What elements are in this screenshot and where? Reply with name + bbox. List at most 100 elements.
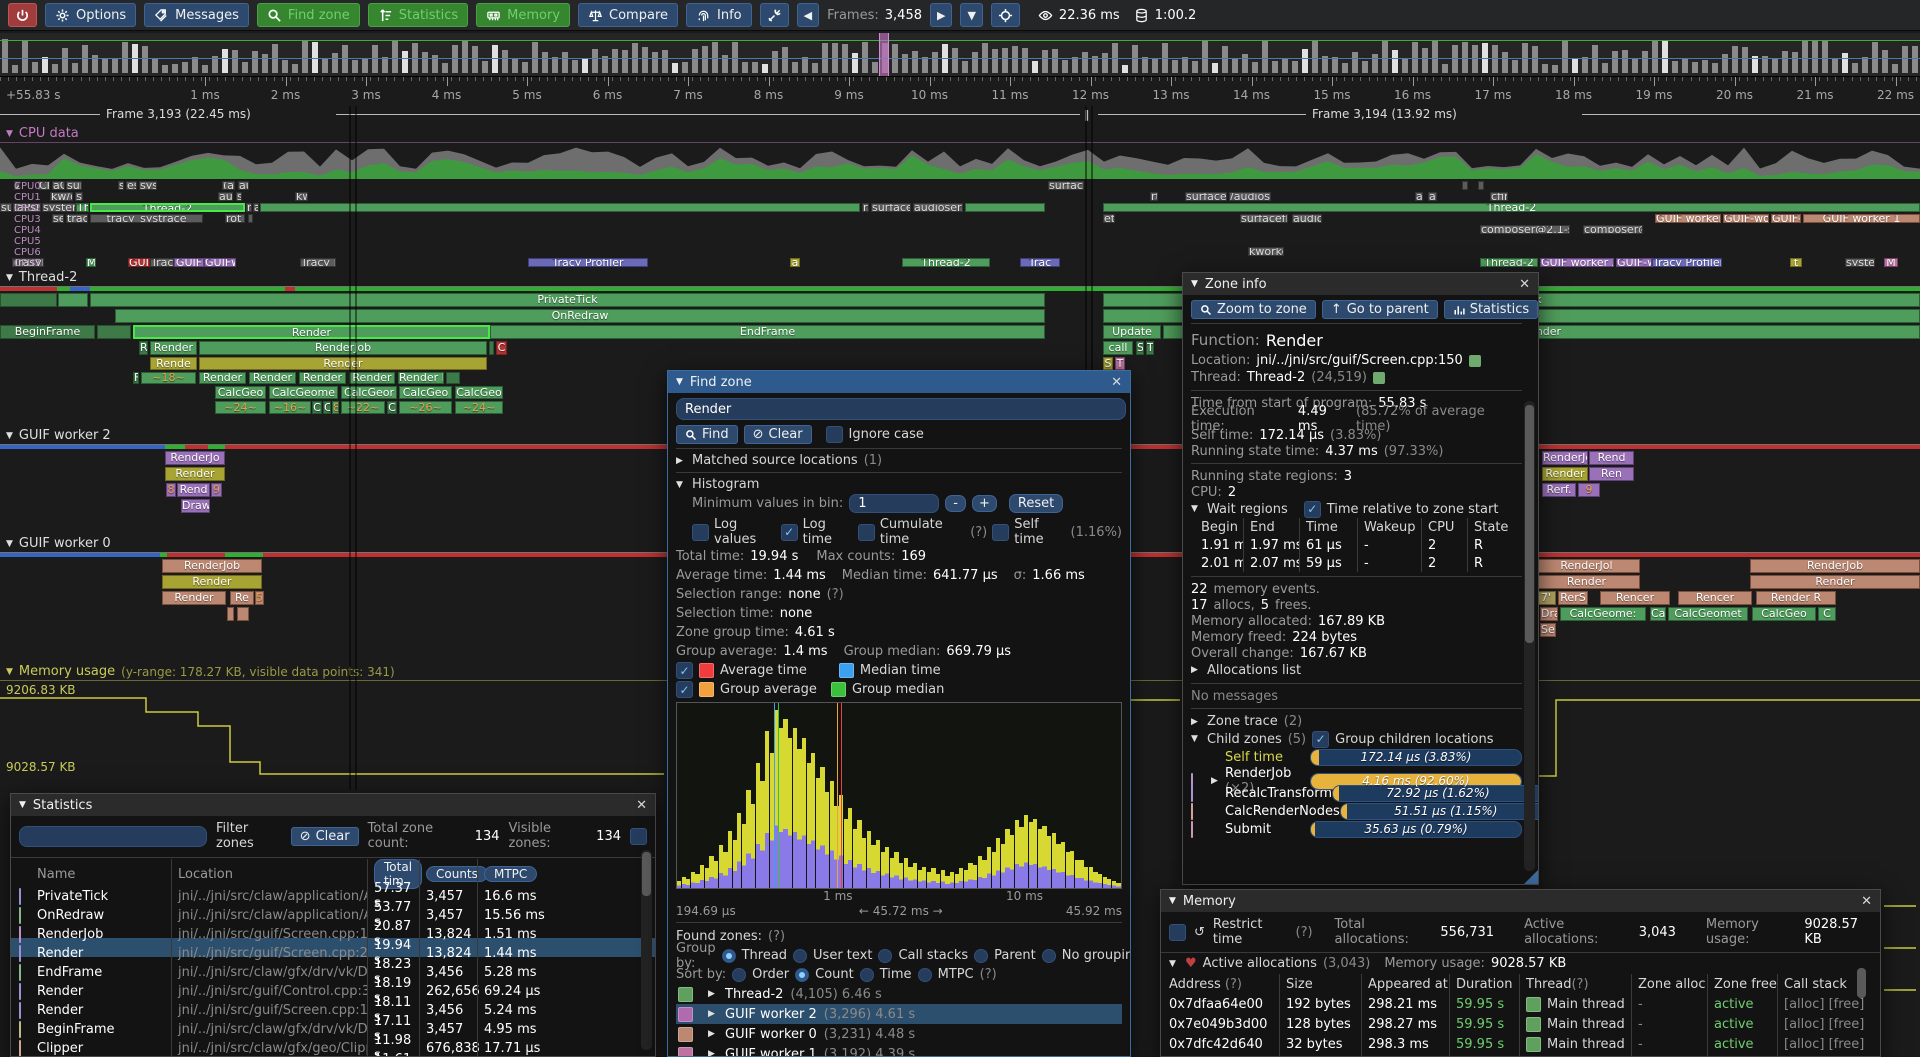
frame-bar[interactable] bbox=[262, 53, 268, 73]
zone-bar[interactable]: au bbox=[238, 181, 249, 190]
go-to-parent-button[interactable]: ↑ Go to parent bbox=[1321, 300, 1438, 319]
mem-col-duration[interactable]: Duration bbox=[1449, 974, 1519, 994]
zone-bar[interactable]: GUIF-w bbox=[1771, 214, 1801, 223]
zone-bar[interactable]: Thread-2 bbox=[1103, 203, 1920, 212]
zone-statistics-button[interactable]: Statistics bbox=[1443, 300, 1538, 319]
frame-bar[interactable] bbox=[1452, 45, 1458, 73]
zone-bar[interactable]: aGe bbox=[52, 181, 65, 190]
frame-bar[interactable] bbox=[292, 63, 298, 73]
zone-bar[interactable]: audio bbox=[1292, 214, 1322, 223]
frame-bar[interactable] bbox=[782, 46, 788, 73]
frame-overview-strip[interactable] bbox=[0, 33, 1920, 77]
frame-bar[interactable] bbox=[1072, 56, 1078, 73]
frame-bar[interactable] bbox=[332, 52, 338, 73]
frame-bar[interactable] bbox=[1282, 58, 1288, 73]
zone-bar[interactable]: CalcGeome: bbox=[1560, 607, 1646, 621]
frame-bar[interactable] bbox=[772, 51, 778, 73]
zone-bar[interactable] bbox=[237, 607, 249, 621]
zone-bar[interactable]: Render bbox=[1533, 575, 1640, 589]
frame-bar[interactable] bbox=[532, 42, 538, 73]
zone-bar[interactable]: rt bbox=[862, 203, 869, 212]
frame-bar[interactable] bbox=[1172, 59, 1178, 73]
mem-col-size[interactable]: Size bbox=[1279, 974, 1361, 994]
expand-icon[interactable]: ▶ bbox=[708, 1049, 715, 1057]
frame-bar[interactable] bbox=[1292, 61, 1298, 73]
col-name[interactable]: Name bbox=[37, 866, 76, 882]
guif-worker-0-section-header[interactable]: ▼ GUIF worker 0 bbox=[6, 536, 111, 551]
frame-bar[interactable] bbox=[652, 52, 658, 73]
thread-2-section-header[interactable]: ▼ Thread-2 bbox=[6, 270, 77, 285]
frame-bar[interactable] bbox=[1002, 48, 1008, 73]
zone-bar[interactable]: OnRedraw bbox=[115, 309, 1045, 323]
table-row[interactable]: RenderJob jni/../jni/src/guif/Screen.cpp:… bbox=[11, 919, 655, 949]
zone-bar[interactable]: BeginFrame bbox=[0, 325, 95, 339]
zone-bar[interactable]: 8 bbox=[332, 401, 339, 414]
child-zone-row[interactable]: CalcRenderNodes 51.51 µs (1.15%) bbox=[1191, 802, 1538, 820]
frame-bar[interactable] bbox=[1832, 57, 1838, 73]
frame-bar[interactable] bbox=[912, 50, 918, 73]
frame-bar[interactable] bbox=[1852, 62, 1858, 73]
memory-button[interactable]: Memory bbox=[476, 3, 571, 27]
frame-bar[interactable] bbox=[212, 56, 218, 73]
frame-bar[interactable] bbox=[1542, 64, 1548, 73]
frame-bar[interactable] bbox=[112, 58, 118, 73]
frame-3193-label[interactable]: Frame 3,193 (22.45 ms) bbox=[106, 107, 251, 121]
frame-bar[interactable] bbox=[252, 50, 258, 73]
zone-bar[interactable]: GUIF worker 0 bbox=[1655, 214, 1721, 223]
mem-col-address[interactable]: Address (?) bbox=[1169, 976, 1242, 992]
active-allocations-header[interactable]: Active allocations bbox=[1202, 956, 1317, 971]
col-mtpc-pill[interactable]: MTPC bbox=[484, 866, 538, 882]
frame-bar[interactable] bbox=[1882, 49, 1888, 73]
avg-median-lines-checkbox[interactable] bbox=[676, 662, 693, 679]
matched-source-locations[interactable]: ▶ Matched source locations (1) bbox=[676, 453, 883, 468]
frame-bar[interactable] bbox=[152, 58, 158, 73]
frame-bar[interactable] bbox=[1012, 46, 1018, 73]
view-region-marker[interactable] bbox=[879, 33, 889, 76]
zone-bar[interactable]: RenderJob bbox=[199, 341, 487, 355]
col-counts-pill[interactable]: Counts bbox=[426, 866, 488, 882]
collapse-icon[interactable]: ▼ bbox=[1191, 279, 1198, 289]
frame-bar[interactable] bbox=[512, 58, 518, 73]
table-row[interactable]: EndFrame jni/../jni/src/claw/gfx/drv/vk/D… bbox=[11, 957, 655, 987]
expand-icon[interactable]: ▶ bbox=[708, 1029, 715, 1039]
frame-bar[interactable] bbox=[62, 48, 68, 73]
zone-bar[interactable]: se bbox=[52, 214, 64, 223]
expand-icon[interactable]: ▶ bbox=[708, 1009, 715, 1019]
frame-bar[interactable] bbox=[1352, 51, 1358, 73]
close-icon[interactable]: ✕ bbox=[1111, 374, 1122, 390]
frame-bar[interactable] bbox=[502, 49, 508, 73]
zone-trace-toggle[interactable]: Zone trace bbox=[1207, 714, 1278, 729]
frame-bar[interactable] bbox=[202, 64, 208, 73]
self-time-checkbox[interactable] bbox=[992, 523, 1010, 541]
frame-bar[interactable] bbox=[1632, 58, 1638, 73]
zone-bar[interactable]: C bbox=[1818, 607, 1836, 621]
reset-button[interactable]: Reset bbox=[1008, 494, 1064, 513]
col-location[interactable]: Location bbox=[171, 859, 367, 889]
zone-bar[interactable]: RenderJol bbox=[1533, 559, 1640, 573]
zone-bar[interactable]: 5 bbox=[255, 591, 264, 605]
zone-bar[interactable]: Tracy Profiler bbox=[528, 258, 648, 267]
messages-button[interactable]: Messages bbox=[144, 3, 249, 27]
frame-bar[interactable] bbox=[1822, 40, 1828, 73]
frame-bar[interactable] bbox=[1362, 61, 1368, 73]
frame-bar[interactable] bbox=[612, 49, 618, 73]
frame-bar[interactable] bbox=[1812, 40, 1818, 73]
zone-bar[interactable]: surfacef bbox=[1048, 181, 1084, 190]
frame-bar[interactable] bbox=[742, 61, 748, 73]
collapse-icon[interactable]: ▼ bbox=[6, 272, 13, 283]
frame-bar[interactable] bbox=[1082, 52, 1088, 73]
frame-bar[interactable] bbox=[42, 57, 48, 73]
frame-bar[interactable] bbox=[812, 63, 818, 73]
frame-bar[interactable] bbox=[172, 64, 178, 73]
zone-bar[interactable]: RenderJob bbox=[1750, 559, 1920, 573]
zone-bar[interactable]: ~26~ bbox=[399, 401, 452, 414]
table-row[interactable]: PrivateTick jni/../jni/src/claw/applicati… bbox=[11, 881, 655, 911]
frame-bar[interactable] bbox=[582, 58, 588, 73]
frame-bar[interactable] bbox=[642, 46, 648, 73]
frame-bar[interactable] bbox=[1582, 57, 1588, 73]
frame-bar[interactable] bbox=[722, 55, 728, 73]
frame-bar[interactable] bbox=[1242, 53, 1248, 73]
found-zone-row[interactable]: ▶ Thread-2 (4,105) 6.46 s bbox=[676, 984, 1122, 1004]
zone-bar[interactable]: Render bbox=[1542, 467, 1588, 481]
